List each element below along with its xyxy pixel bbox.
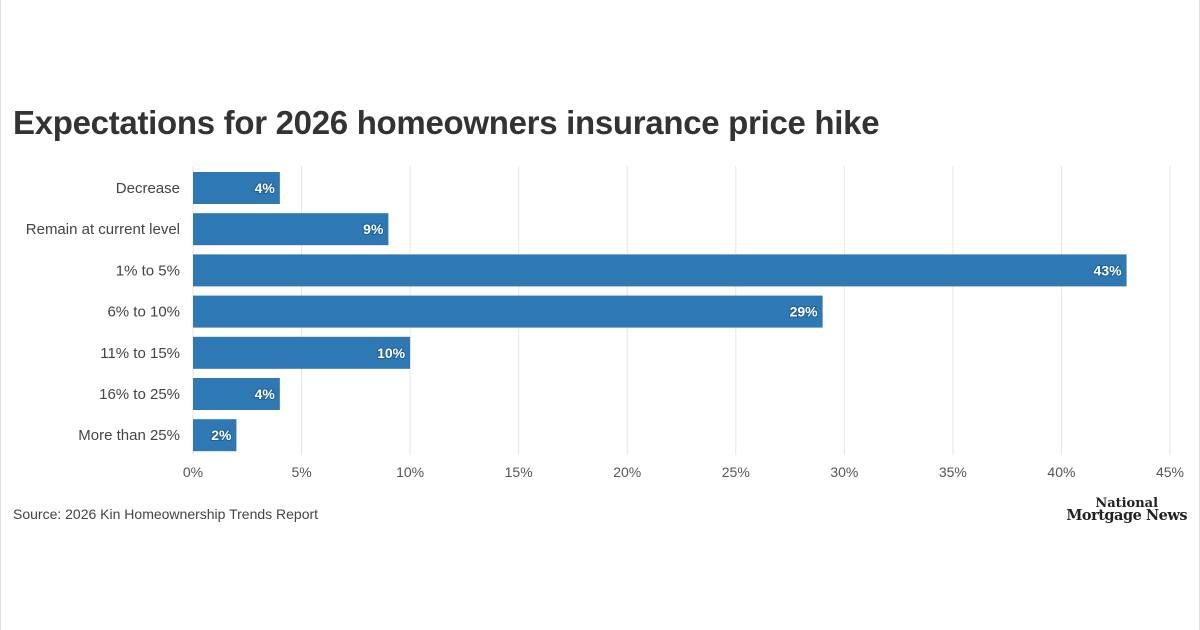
category-label: 16% to 25%: [99, 386, 180, 403]
bar: [193, 254, 1127, 287]
bar: [193, 378, 280, 410]
logo-line1: National: [1095, 496, 1159, 511]
category-label: Remain at current level: [26, 221, 180, 238]
data-label: 4%: [255, 386, 276, 402]
bar: [193, 295, 823, 328]
bar: [193, 172, 280, 204]
category-label: 11% to 15%: [100, 345, 180, 362]
bar: [193, 213, 389, 246]
data-label: 9%: [363, 221, 384, 237]
category-label: More than 25%: [78, 427, 180, 444]
x-tick-label: 20%: [613, 464, 641, 480]
source-note: Source: 2026 Kin Homeownership Trends Re…: [13, 506, 319, 522]
x-tick-label: 30%: [830, 464, 858, 480]
logo-line2: Mortgage News: [1066, 507, 1187, 524]
data-label: 10%: [377, 345, 406, 361]
x-tick-label: 15%: [505, 464, 533, 480]
x-tick-label: 35%: [939, 464, 967, 480]
x-tick-label: 40%: [1047, 464, 1075, 480]
data-label: 2%: [211, 427, 232, 443]
category-label: Decrease: [116, 180, 180, 197]
data-label: 4%: [255, 180, 276, 196]
x-tick-label: 5%: [291, 464, 311, 480]
data-label: 29%: [790, 304, 819, 320]
x-tick-label: 45%: [1156, 464, 1184, 480]
data-label: 43%: [1094, 262, 1123, 278]
bar: [193, 419, 237, 452]
category-label: 1% to 5%: [116, 262, 180, 279]
x-tick-label: 0%: [183, 464, 203, 480]
x-tick-label: 10%: [396, 464, 424, 480]
category-label: 6% to 10%: [107, 304, 180, 321]
national-mortgage-news-logo: National Mortgage News: [1066, 496, 1187, 524]
chart-title: Expectations for 2026 homeowners insuran…: [13, 104, 880, 141]
x-tick-label: 25%: [722, 464, 750, 480]
bar: [193, 336, 411, 369]
